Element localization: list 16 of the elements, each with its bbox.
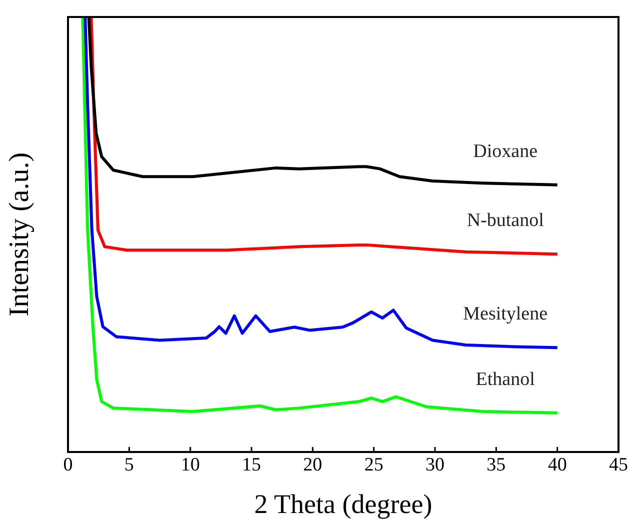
series-label: N-butanol xyxy=(466,210,544,232)
series-label: Mesitylene xyxy=(463,304,548,325)
x-tick-label: 35 xyxy=(486,454,506,476)
series-label: Dioxane xyxy=(473,140,538,162)
x-tick-label: 25 xyxy=(364,454,384,476)
x-tick-label: 45 xyxy=(609,454,628,476)
x-tick-label: 20 xyxy=(303,454,322,476)
x-tick-label: 5 xyxy=(124,454,134,476)
x-tick-label: 40 xyxy=(548,454,567,476)
series-label: Ethanol xyxy=(476,368,535,390)
x-tick-label: 10 xyxy=(180,454,200,476)
x-axis-title: 2 Theta (degree) xyxy=(254,488,432,519)
y-axis-title: Intensity (a.u.) xyxy=(4,152,36,317)
x-tick-label: 0 xyxy=(63,454,73,476)
x-tick-label: 15 xyxy=(242,454,261,476)
x-tick-label: 30 xyxy=(426,454,444,476)
